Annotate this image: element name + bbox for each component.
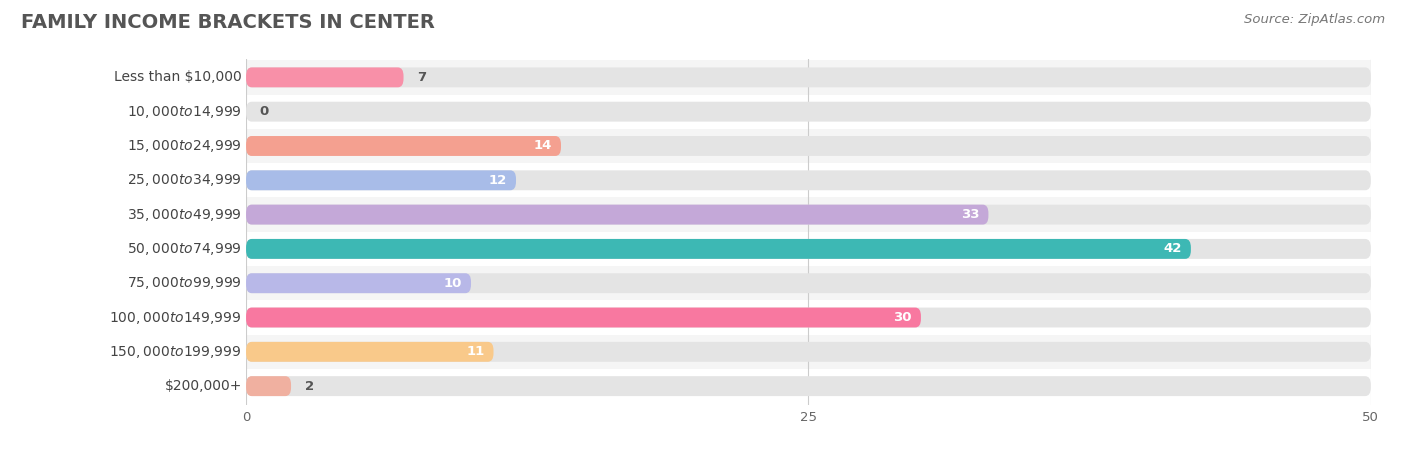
Text: $50,000 to $74,999: $50,000 to $74,999 [127,241,242,257]
FancyBboxPatch shape [246,239,1191,259]
Text: 42: 42 [1164,243,1182,256]
Text: $200,000+: $200,000+ [165,379,242,393]
Text: 12: 12 [489,174,508,187]
FancyBboxPatch shape [246,102,1371,122]
Bar [246,60,1371,94]
Bar [246,266,1371,300]
Bar [246,335,1371,369]
FancyBboxPatch shape [246,273,471,293]
Text: $35,000 to $49,999: $35,000 to $49,999 [127,207,242,223]
FancyBboxPatch shape [246,239,1371,259]
Bar [246,163,1371,198]
Text: $100,000 to $149,999: $100,000 to $149,999 [110,310,242,325]
Bar [246,94,1371,129]
Bar [246,232,1371,266]
FancyBboxPatch shape [246,376,291,396]
Text: Source: ZipAtlas.com: Source: ZipAtlas.com [1244,14,1385,27]
FancyBboxPatch shape [246,171,516,190]
FancyBboxPatch shape [246,342,1371,362]
FancyBboxPatch shape [246,136,1371,156]
Text: 33: 33 [960,208,980,221]
Text: Less than $10,000: Less than $10,000 [114,70,242,84]
FancyBboxPatch shape [246,273,1371,293]
Bar [246,129,1371,163]
FancyBboxPatch shape [246,342,494,362]
FancyBboxPatch shape [246,205,1371,225]
Text: $10,000 to $14,999: $10,000 to $14,999 [127,104,242,120]
FancyBboxPatch shape [246,136,561,156]
FancyBboxPatch shape [246,205,988,225]
FancyBboxPatch shape [246,171,1371,190]
Text: FAMILY INCOME BRACKETS IN CENTER: FAMILY INCOME BRACKETS IN CENTER [21,14,434,32]
Bar [246,369,1371,403]
Bar [246,198,1371,232]
Text: 30: 30 [893,311,912,324]
Text: 0: 0 [260,105,269,118]
Text: $75,000 to $99,999: $75,000 to $99,999 [127,275,242,291]
Text: $25,000 to $34,999: $25,000 to $34,999 [127,172,242,188]
Text: 7: 7 [418,71,426,84]
Text: $15,000 to $24,999: $15,000 to $24,999 [127,138,242,154]
FancyBboxPatch shape [246,307,1371,328]
FancyBboxPatch shape [246,68,1371,87]
Text: 10: 10 [444,277,463,290]
Text: 11: 11 [467,345,485,358]
FancyBboxPatch shape [246,307,921,328]
FancyBboxPatch shape [246,376,1371,396]
Bar [246,300,1371,335]
Text: $150,000 to $199,999: $150,000 to $199,999 [110,344,242,360]
FancyBboxPatch shape [246,68,404,87]
Text: 2: 2 [305,380,314,393]
Text: 14: 14 [534,140,553,153]
